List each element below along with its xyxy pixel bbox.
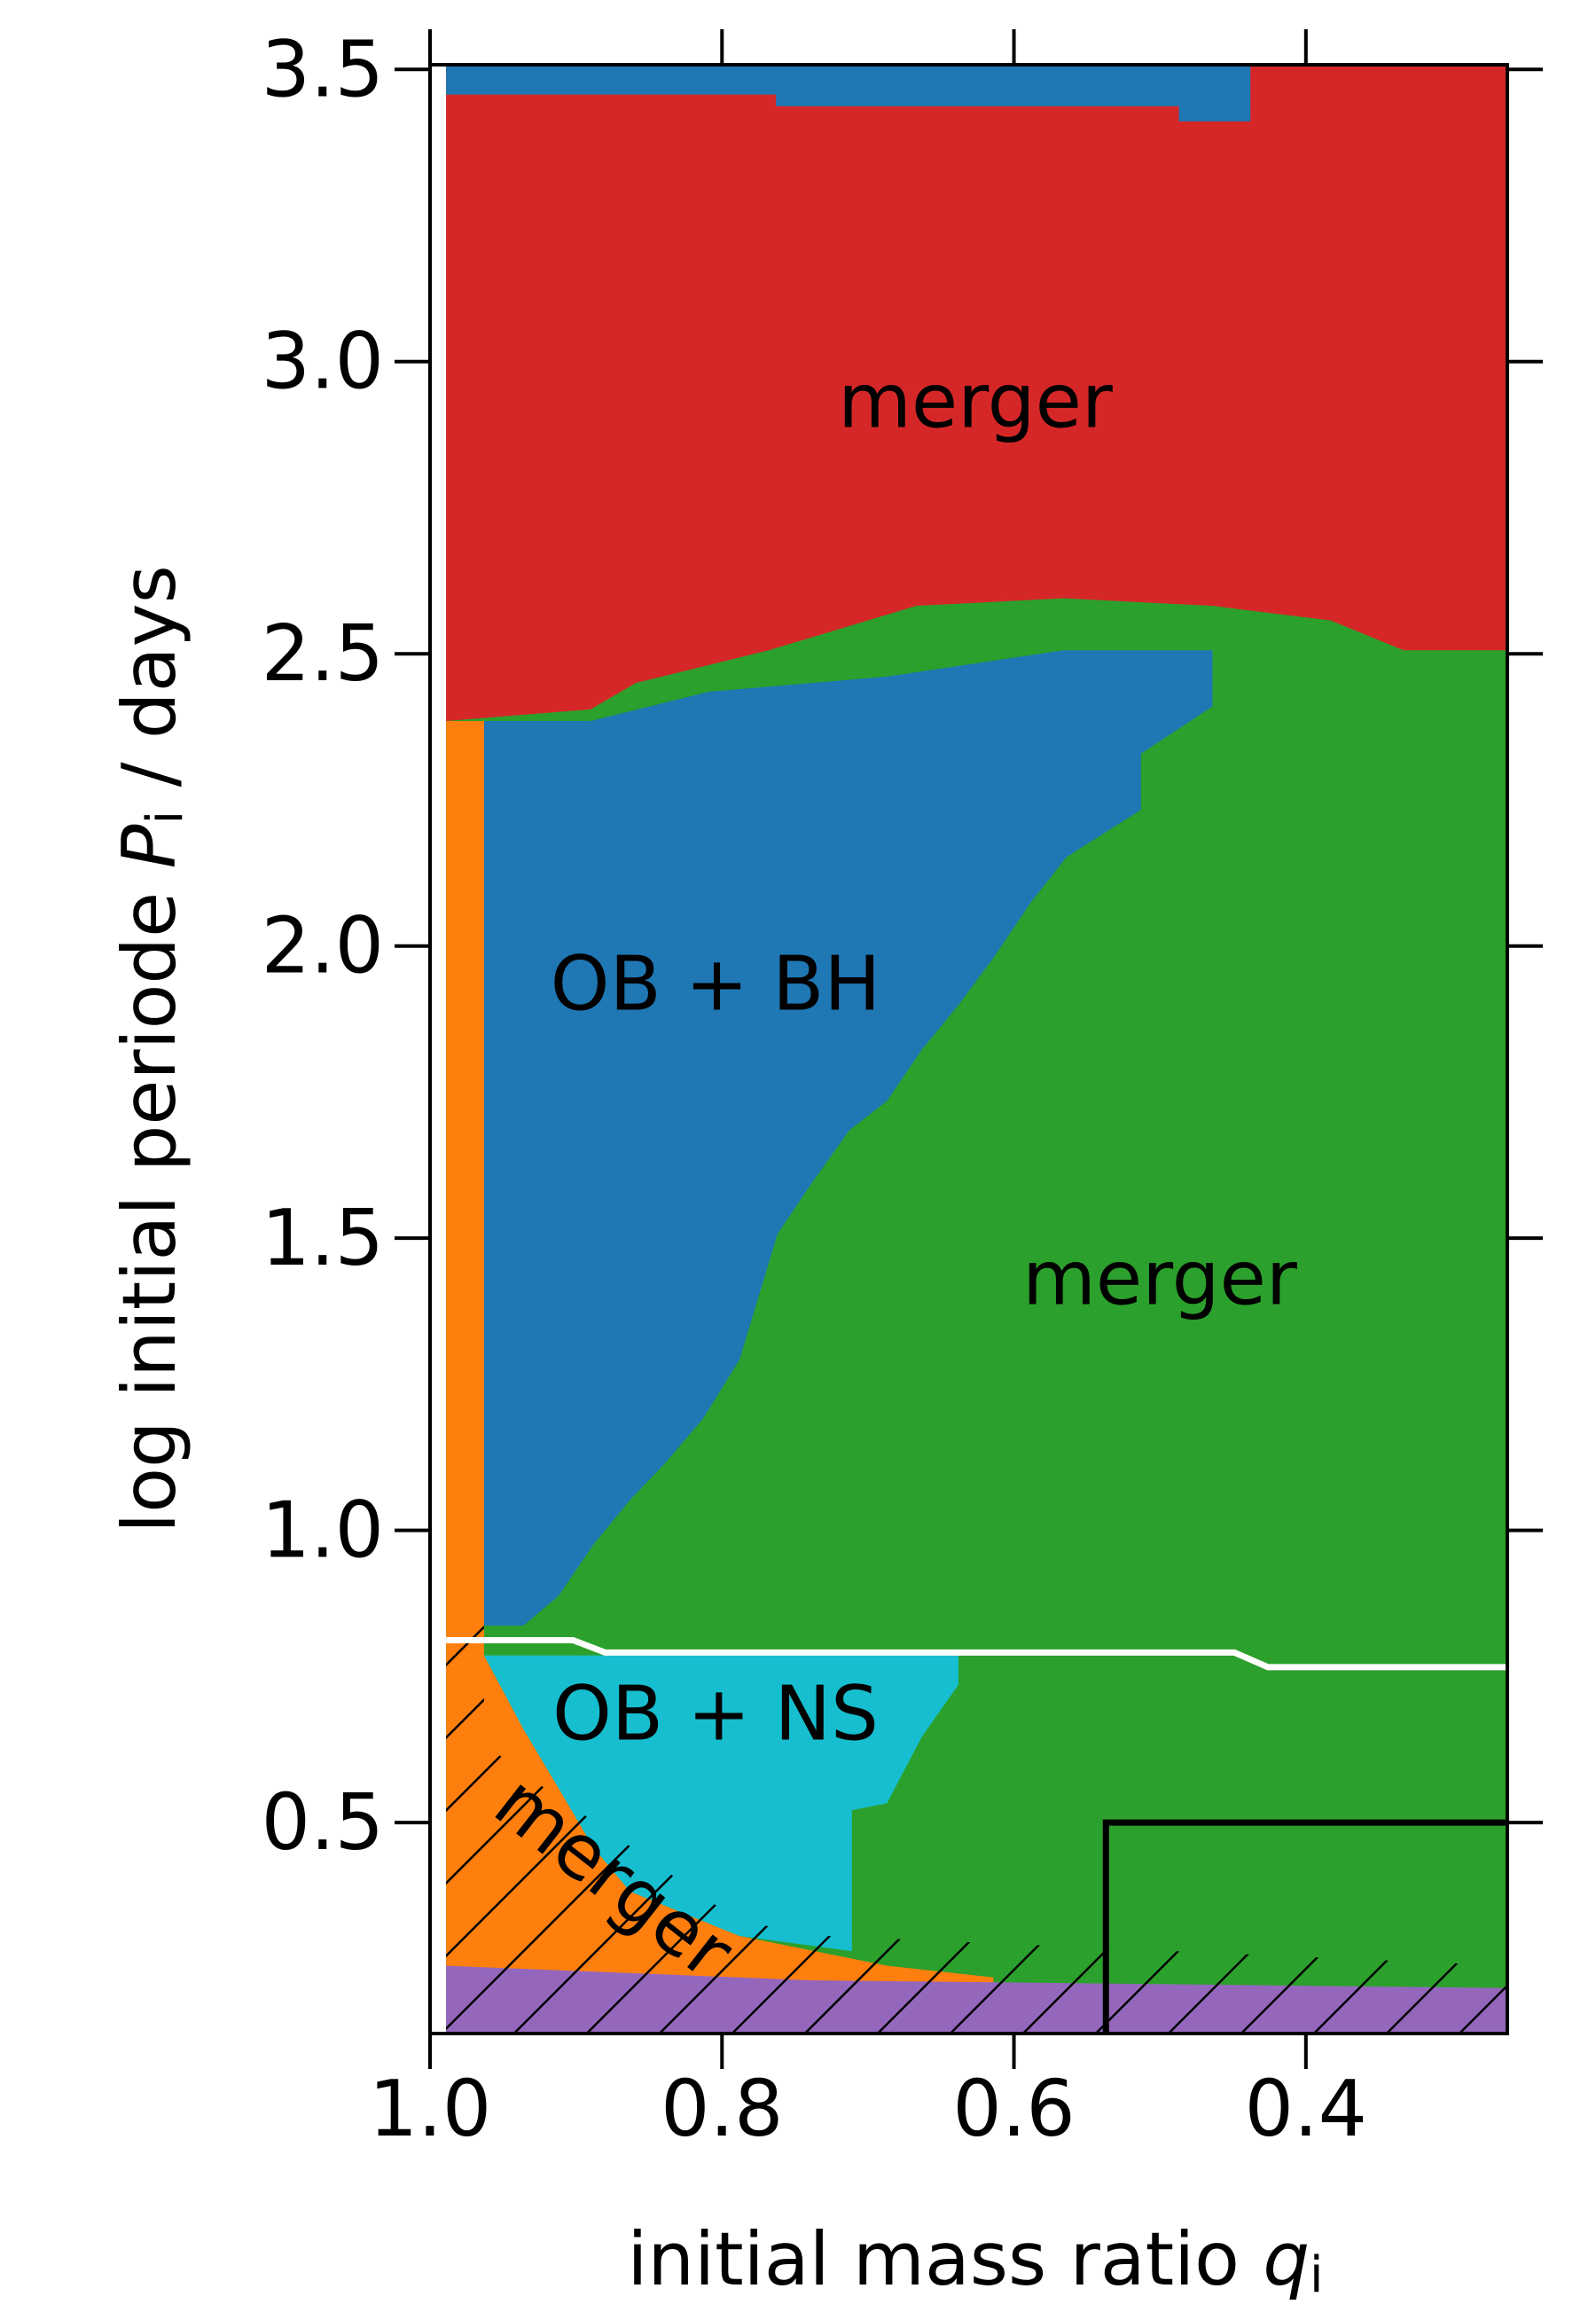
x-tick-label: 0.6 [952, 2064, 1075, 2154]
x-label-text: initial mass ratio [627, 2216, 1263, 2302]
x-tick-label: 1.0 [369, 2064, 491, 2154]
y-tick-label: 0.5 [262, 1777, 384, 1868]
y-label-unit: / days [106, 565, 192, 811]
region [483, 1655, 958, 1952]
x-axis-label: initial mass ratio qi [627, 2216, 1323, 2304]
region [446, 65, 1251, 121]
region [446, 65, 1507, 721]
x-label-subscript: i [1310, 2246, 1324, 2304]
x-tick-label: 0.4 [1245, 2064, 1367, 2154]
y-tick-label: 2.5 [262, 608, 384, 699]
x-label-symbol: q [1263, 2216, 1310, 2302]
y-label-text: log initial periode [106, 868, 192, 1532]
region-label: OB + BH [551, 941, 881, 1029]
y-tick-label: 2.0 [262, 901, 384, 991]
y-tick-label: 1.0 [262, 1485, 384, 1576]
region-label: merger [1022, 1235, 1297, 1323]
region-label: merger [838, 358, 1113, 446]
region-label: OB + NS [552, 1671, 879, 1759]
region [483, 650, 1213, 1626]
y-label-subscript: i [137, 811, 194, 825]
y-tick-label: 1.5 [262, 1193, 384, 1283]
y-tick-label: 3.5 [262, 24, 384, 114]
hatch-region [446, 1595, 1507, 2034]
y-tick-label: 3.0 [262, 317, 384, 407]
boundary-line [1102, 1819, 1507, 2034]
y-label-symbol: P [106, 824, 192, 868]
boundary-line [446, 1637, 1507, 1671]
x-tick-label: 0.8 [661, 2064, 783, 2154]
plot-area [446, 65, 1507, 2034]
y-axis-label: log initial periode Pi / days [106, 565, 194, 1533]
